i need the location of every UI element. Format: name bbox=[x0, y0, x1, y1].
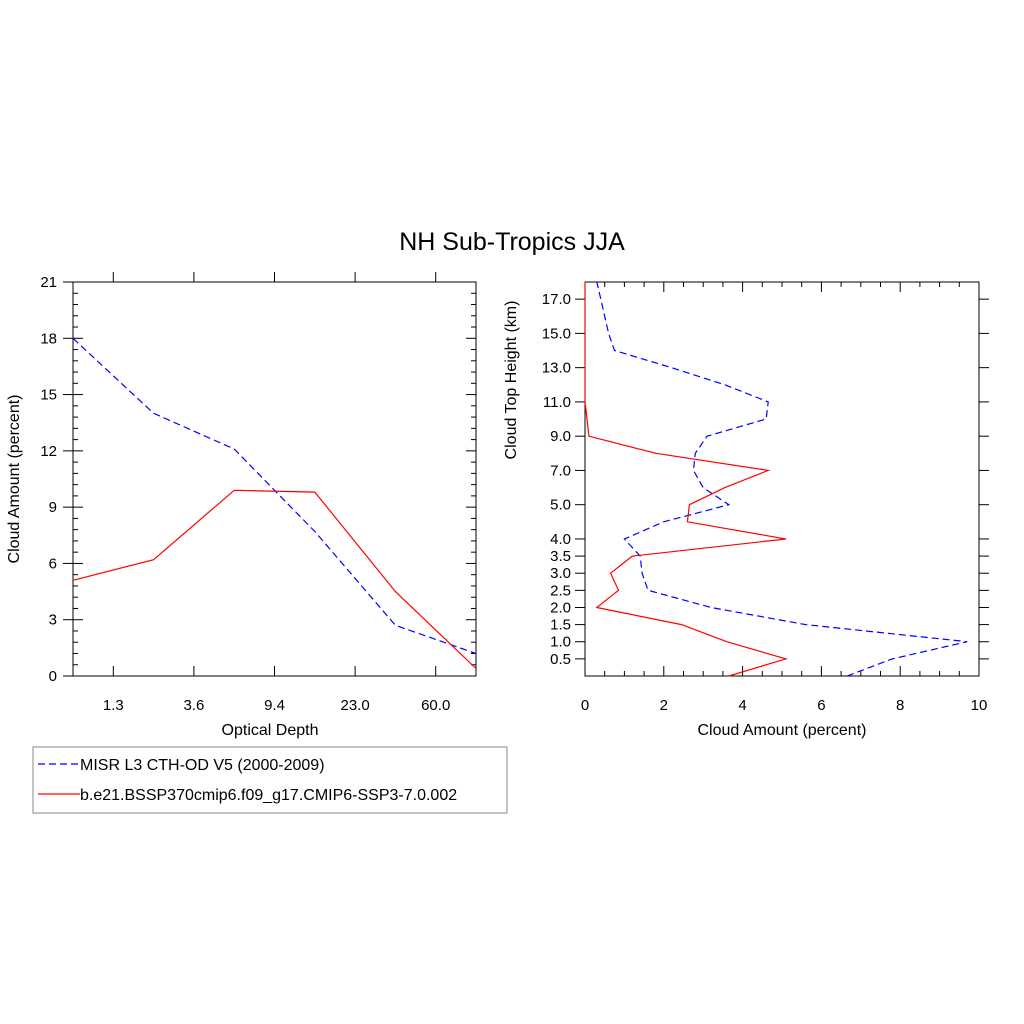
left-y-tick-label: 18 bbox=[40, 330, 57, 347]
left-series-lines bbox=[72, 337, 477, 669]
right-y-tick-label: 15.0 bbox=[542, 325, 571, 342]
right-series-line-0 bbox=[596, 281, 968, 677]
left-y-tick-label: 9 bbox=[49, 499, 57, 516]
left-x-tick-label: 1.3 bbox=[103, 697, 124, 714]
legend-label-model: b.e21.BSSP370cmip6.f09_g17.CMIP6-SSP3-7.… bbox=[80, 787, 457, 804]
right-axis-ticks: 0.51.01.52.02.53.03.54.0 5.0 7.0 9.0 11.0 13.… bbox=[542, 282, 989, 714]
left-y-tick-label: 12 bbox=[40, 443, 57, 460]
left-x-tick-label: 3.6 bbox=[183, 697, 204, 714]
right-y-tick-label: 3.5 bbox=[550, 548, 571, 565]
left-y-tick-label: 15 bbox=[40, 387, 57, 404]
right-series-lines bbox=[584, 281, 968, 677]
right-y-tick-label: 13.0 bbox=[542, 360, 571, 377]
right-y-tick-label: 5.0 bbox=[550, 497, 571, 514]
right-y-tick-label: 2.5 bbox=[550, 582, 571, 599]
legend-label-misr: MISR L3 CTH-OD V5 (2000-2009) bbox=[80, 757, 325, 774]
right-y-tick-label: 4.0 bbox=[550, 531, 571, 548]
left-y-tick-label: 0 bbox=[49, 668, 57, 685]
left-x-axis-label: Optical Depth bbox=[222, 722, 319, 739]
left-y-tick-label: 6 bbox=[49, 555, 57, 572]
left-axis-ticks: 0 3 6 9 12 15 18 21 1.3 3.6 9.4 23.0 60.0 bbox=[40, 272, 476, 714]
right-y-tick-label: 1.0 bbox=[550, 634, 571, 651]
right-y-tick-label: 7.0 bbox=[550, 462, 571, 479]
right-y-tick-label: 3.0 bbox=[550, 565, 571, 582]
left-series-line-0 bbox=[72, 337, 477, 655]
left-x-tick-label: 23.0 bbox=[340, 697, 369, 714]
right-series-line-1 bbox=[584, 282, 789, 677]
right-x-tick-label: 2 bbox=[660, 697, 668, 714]
left-y-tick-label: 21 bbox=[40, 274, 57, 291]
left-x-tick-label: 9.4 bbox=[264, 697, 285, 714]
right-x-tick-label: 10 bbox=[971, 697, 988, 714]
right-y-tick-label: 11.0 bbox=[543, 394, 571, 411]
right-y-tick-label: 1.5 bbox=[550, 617, 571, 634]
right-x-tick-label: 4 bbox=[738, 697, 746, 714]
left-y-tick-label: 3 bbox=[49, 612, 57, 629]
right-panel-cloud-top-height: 0.51.01.52.02.53.03.54.0 5.0 7.0 9.0 11.0 13.… bbox=[503, 281, 989, 739]
legend-box bbox=[32, 746, 508, 814]
chart-title: NH Sub-Tropics JJA bbox=[399, 228, 625, 256]
left-y-axis-label: Cloud Amount (percent) bbox=[6, 395, 23, 564]
left-x-tick-label: 60.0 bbox=[421, 697, 450, 714]
right-x-tick-label: 0 bbox=[581, 697, 589, 714]
right-y-axis-label: Cloud Top Height (km) bbox=[503, 301, 520, 460]
right-x-tick-label: 8 bbox=[896, 697, 904, 714]
right-x-tick-label: 6 bbox=[817, 697, 825, 714]
right-y-tick-label: 17.0 bbox=[542, 291, 571, 308]
left-series-line-1 bbox=[72, 489, 477, 669]
left-plot-frame bbox=[72, 281, 477, 677]
right-y-tick-label: 0.5 bbox=[550, 651, 571, 668]
right-y-tick-label: 9.0 bbox=[550, 428, 571, 445]
legend: MISR L3 CTH-OD V5 (2000-2009) b.e21.BSSP… bbox=[32, 746, 508, 814]
right-y-tick-label: 2.0 bbox=[550, 599, 571, 616]
right-x-axis-label: Cloud Amount (percent) bbox=[698, 722, 867, 739]
left-panel-optical-depth: 0 3 6 9 12 15 18 21 1.3 3.6 9.4 23.0 60.0 Optical De… bbox=[6, 272, 477, 739]
